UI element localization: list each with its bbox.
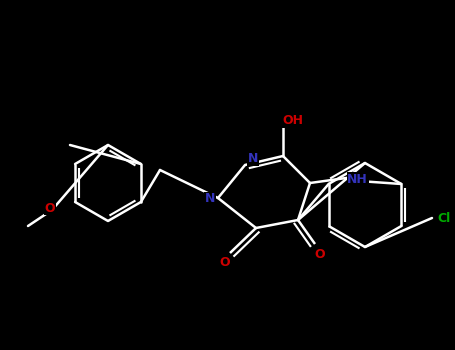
Text: NH: NH <box>347 173 368 186</box>
Text: OH: OH <box>283 114 303 127</box>
Text: N: N <box>248 153 258 166</box>
Text: Cl: Cl <box>437 211 450 224</box>
Text: N: N <box>205 193 215 205</box>
Text: O: O <box>220 257 230 270</box>
Text: O: O <box>315 247 325 260</box>
Text: O: O <box>45 202 56 215</box>
